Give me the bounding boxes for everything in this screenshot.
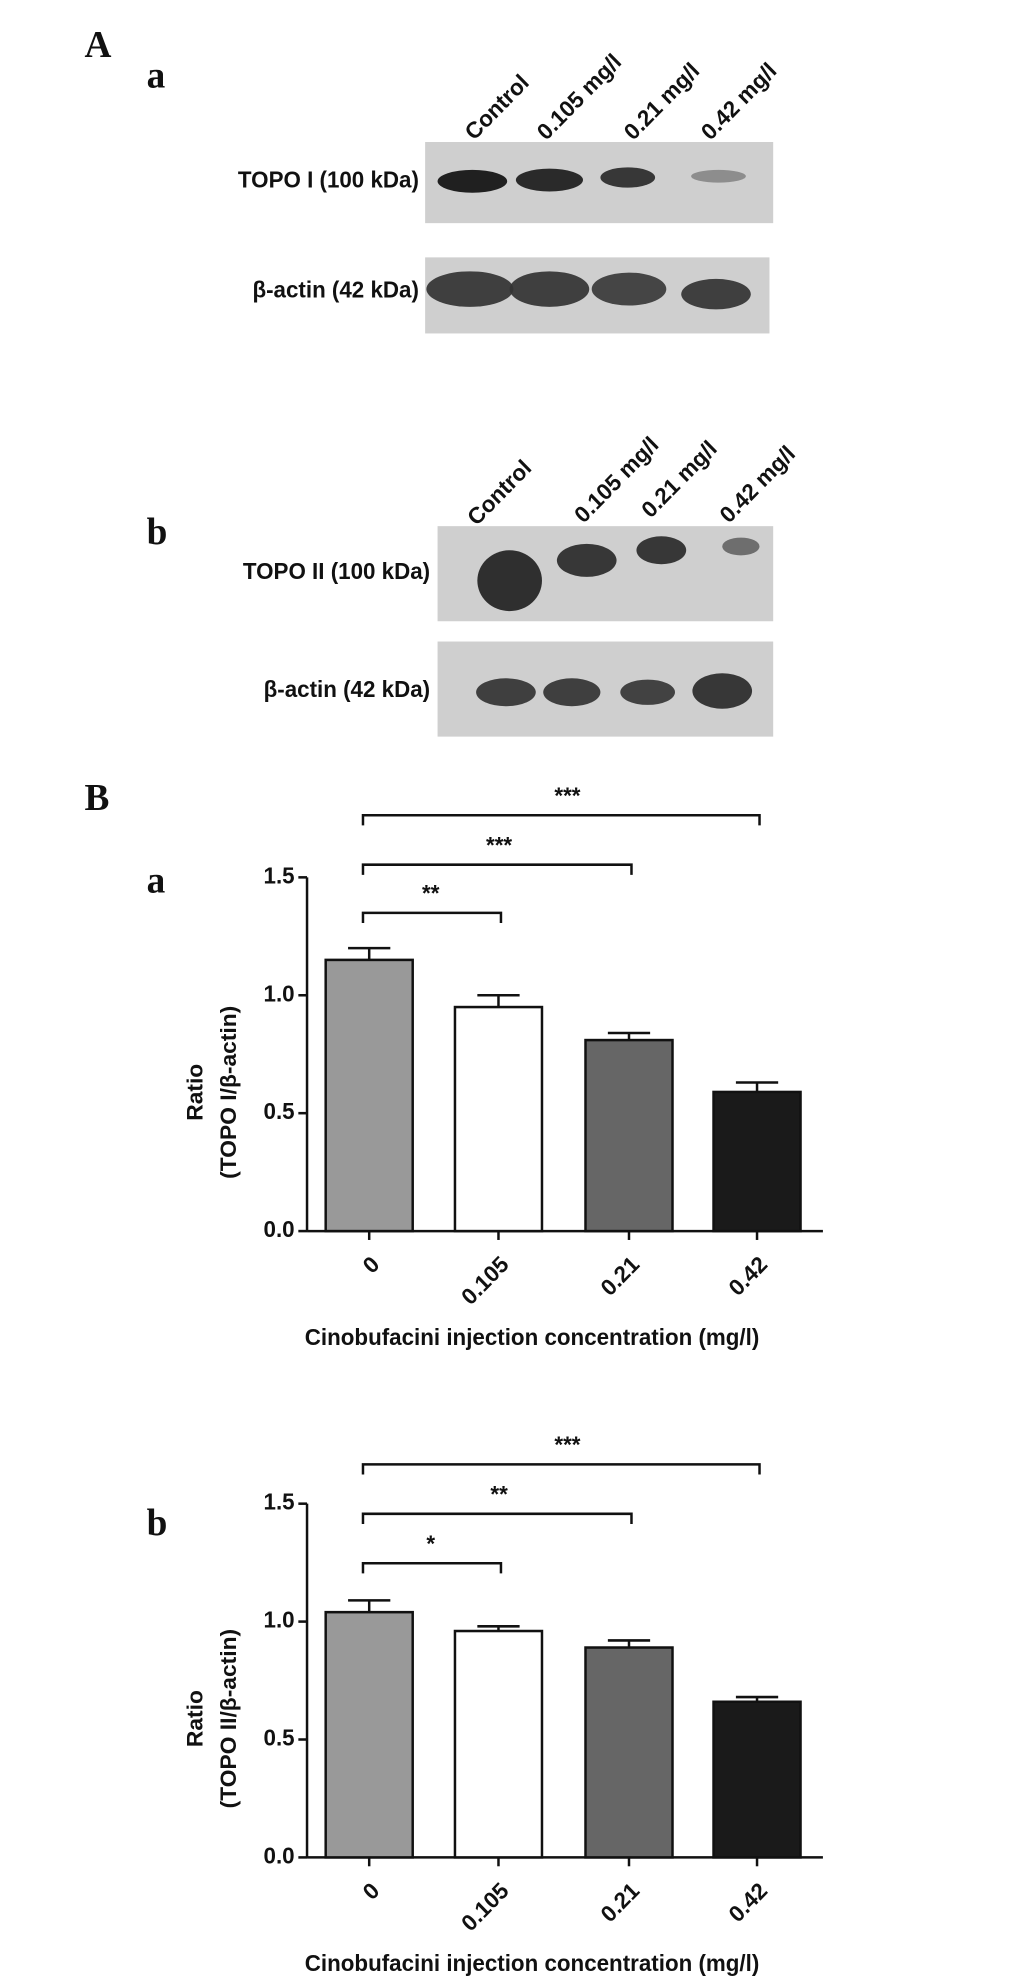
blot-band bbox=[437, 169, 508, 193]
bar bbox=[584, 1646, 674, 1859]
blot-band bbox=[509, 271, 590, 307]
blot-band bbox=[681, 278, 751, 310]
y-tick-label: 1.0 bbox=[264, 981, 295, 1006]
significance-bracket bbox=[361, 863, 633, 875]
x-tick-label: 0.21 bbox=[596, 1251, 644, 1300]
y-tick-label: 1.0 bbox=[264, 1607, 295, 1632]
blot-band bbox=[476, 678, 536, 707]
lane-label: 0.42 mg/l bbox=[715, 441, 800, 528]
y-tick-label: 0.5 bbox=[264, 1099, 295, 1124]
blot-band bbox=[477, 550, 542, 612]
y-axis-label: Ratio bbox=[183, 1690, 208, 1747]
panel-label: a bbox=[147, 54, 166, 96]
blot-band bbox=[620, 679, 675, 705]
lane-label: 0.42 mg/l bbox=[696, 58, 781, 145]
significance-label: * bbox=[426, 1531, 435, 1556]
x-axis-label: Cinobufacini injection concentration (mg… bbox=[305, 1325, 760, 1350]
y-axis-label: (TOPO I/β-actin) bbox=[216, 1006, 241, 1179]
panel-label: B bbox=[85, 777, 110, 819]
y-tick-label: 0.5 bbox=[264, 1725, 295, 1750]
x-tick-label: 0 bbox=[358, 1878, 384, 1905]
x-tick-label: 0.21 bbox=[596, 1878, 644, 1927]
blot-band bbox=[556, 543, 617, 577]
significance-label: *** bbox=[554, 1432, 580, 1457]
row-label: β-actin (42 kDa) bbox=[264, 677, 430, 702]
y-tick-label: 1.5 bbox=[264, 863, 295, 888]
bar bbox=[324, 1610, 414, 1859]
lane-label: Control bbox=[463, 455, 537, 530]
y-tick-label: 1.5 bbox=[264, 1490, 295, 1515]
bar bbox=[584, 1038, 674, 1233]
significance-bracket bbox=[361, 1463, 761, 1475]
bar bbox=[453, 1629, 544, 1859]
y-tick-label: 0.0 bbox=[264, 1217, 295, 1242]
significance-label: ** bbox=[490, 1482, 508, 1507]
row-label: TOPO II (100 kDa) bbox=[243, 559, 430, 584]
panel-label: a bbox=[147, 859, 166, 901]
row-label: TOPO I (100 kDa) bbox=[238, 167, 419, 192]
significance-bracket bbox=[361, 911, 503, 923]
blot-band bbox=[543, 678, 601, 707]
significance-label: ** bbox=[422, 881, 440, 906]
bar bbox=[324, 958, 414, 1233]
x-axis-label: Cinobufacini injection concentration (mg… bbox=[305, 1951, 760, 1976]
blot-band bbox=[636, 536, 687, 565]
panel-label: b bbox=[147, 1502, 168, 1544]
significance-bracket bbox=[361, 1512, 633, 1524]
significance-label: *** bbox=[554, 783, 580, 808]
x-tick-label: 0.105 bbox=[457, 1251, 514, 1309]
significance-bracket bbox=[361, 1562, 503, 1574]
y-axis-label: Ratio bbox=[183, 1064, 208, 1121]
bar bbox=[712, 1090, 802, 1233]
blot-band bbox=[692, 673, 753, 709]
lane-label: Control bbox=[460, 70, 534, 145]
x-tick-label: 0 bbox=[358, 1251, 384, 1278]
blot-band bbox=[515, 168, 584, 192]
x-tick-label: 0.42 bbox=[724, 1878, 772, 1927]
panel-label: A bbox=[85, 24, 112, 66]
y-tick-label: 0.0 bbox=[264, 1843, 295, 1868]
x-tick-label: 0.105 bbox=[457, 1878, 514, 1936]
panel-label: b bbox=[147, 510, 168, 552]
x-tick-label: 0.42 bbox=[724, 1251, 772, 1300]
significance-bracket bbox=[361, 813, 761, 826]
blot-band bbox=[426, 271, 514, 307]
bar bbox=[453, 1005, 544, 1233]
blot-band bbox=[600, 167, 656, 188]
row-label: β-actin (42 kDa) bbox=[252, 277, 418, 302]
significance-label: *** bbox=[486, 833, 512, 858]
y-axis-label: (TOPO II/β-actin) bbox=[216, 1629, 241, 1808]
blot-band bbox=[591, 272, 667, 306]
lane-label: 0.105 mg/l bbox=[532, 49, 626, 145]
lane-label: 0.21 mg/l bbox=[619, 58, 704, 145]
blot-band bbox=[691, 169, 746, 183]
bar bbox=[712, 1700, 802, 1859]
blot-band bbox=[722, 537, 760, 556]
